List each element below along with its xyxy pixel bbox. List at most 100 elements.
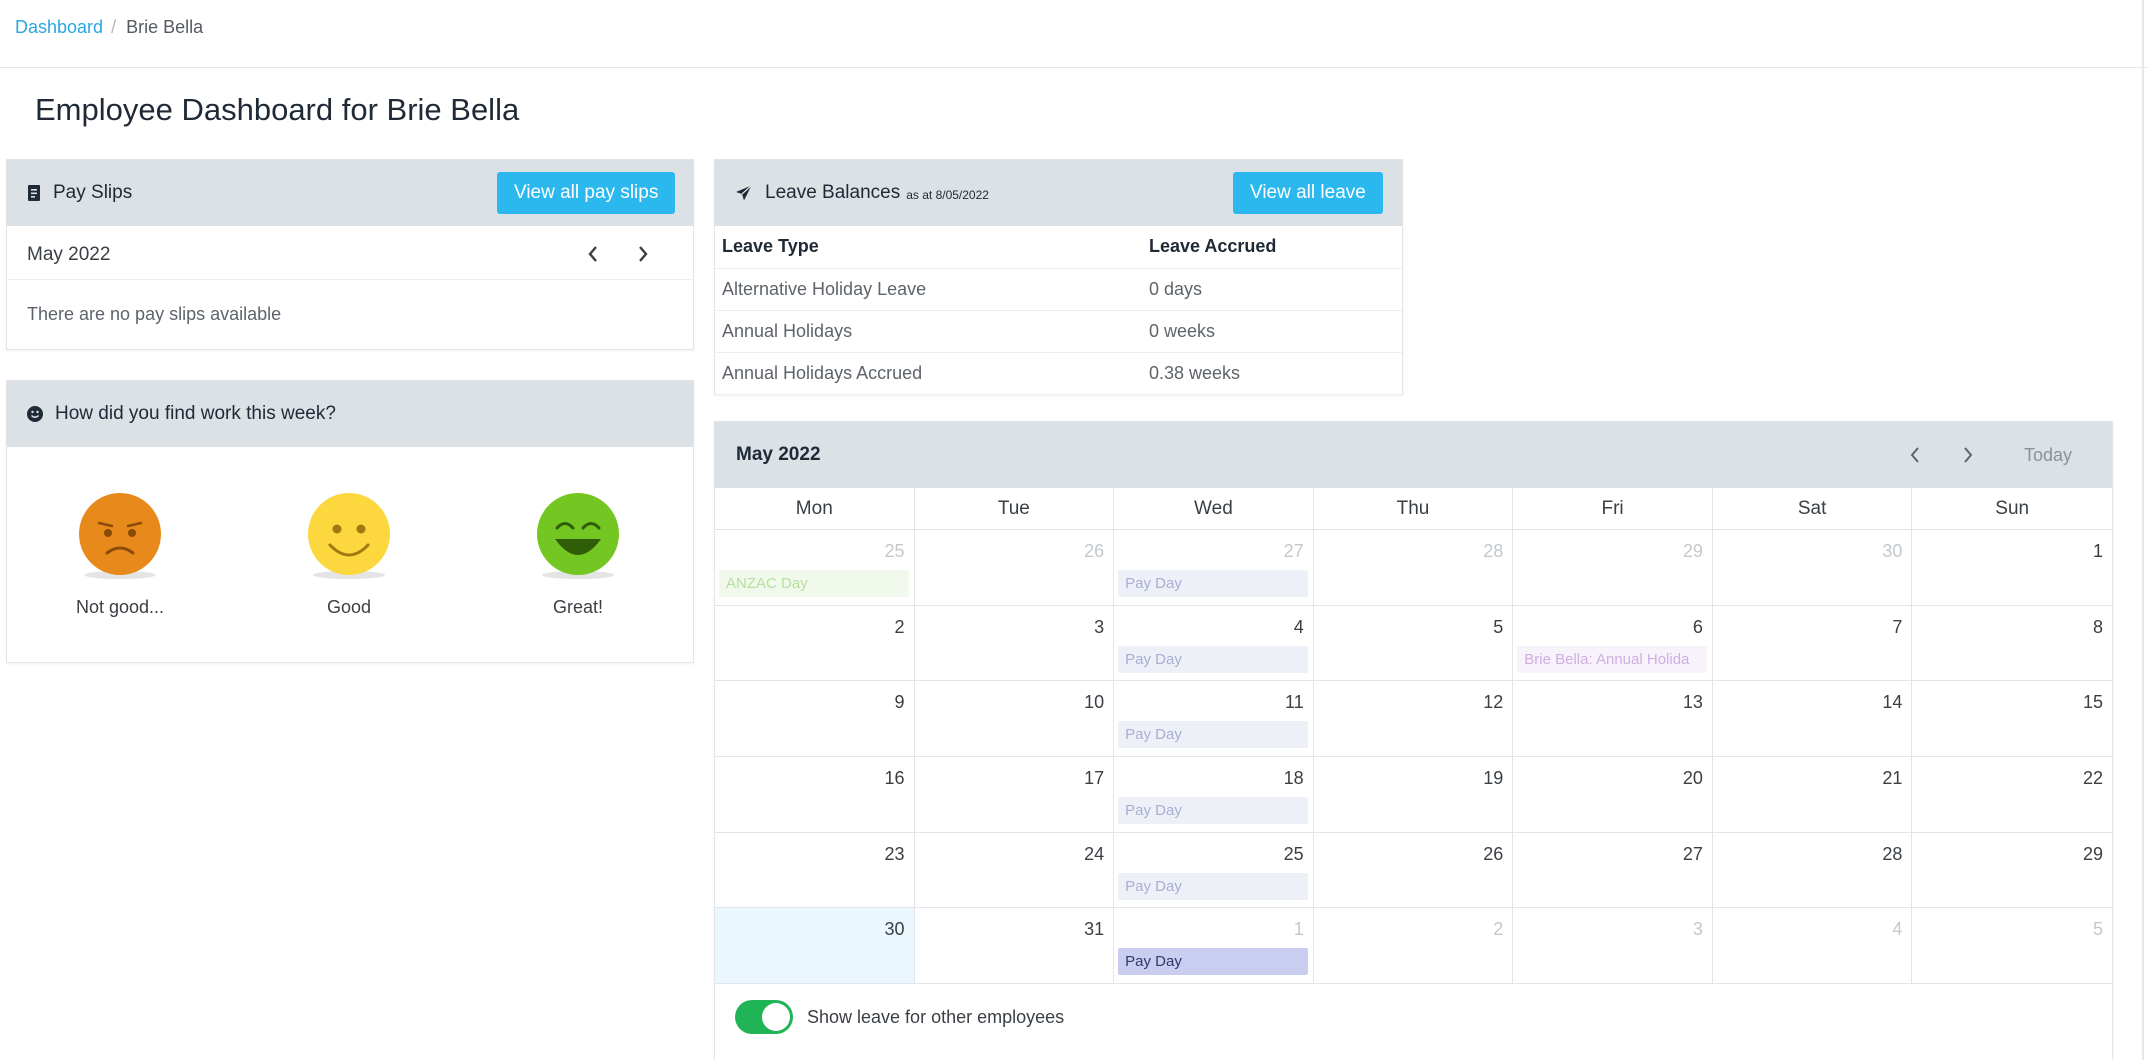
- calendar-event-pay[interactable]: Pay Day: [1118, 721, 1308, 749]
- calendar-header: May 2022 Today: [715, 422, 2112, 488]
- calendar-day[interactable]: 31: [915, 908, 1115, 984]
- calendar-day[interactable]: 12: [1314, 681, 1514, 757]
- calendar-prev-icon[interactable]: [1903, 443, 1927, 467]
- calendar-day[interactable]: 20: [1513, 757, 1713, 832]
- calendar-day[interactable]: 11 Pay Day: [1114, 681, 1314, 757]
- calendar-day[interactable]: 21: [1713, 757, 1913, 832]
- good-face-icon[interactable]: [306, 493, 392, 579]
- calendar-day[interactable]: 1: [1912, 530, 2112, 605]
- leave-table-header-row: Leave Type Leave Accrued: [715, 226, 1402, 269]
- calendar-day[interactable]: 16: [715, 757, 915, 832]
- table-row: Alternative Holiday Leave 0 days: [715, 268, 1402, 311]
- breadcrumb-dashboard-link[interactable]: Dashboard: [15, 17, 104, 37]
- view-all-leave-button[interactable]: View all leave: [1233, 172, 1383, 214]
- calendar-event-pay[interactable]: Pay Day: [1118, 797, 1308, 825]
- calendar-event-pay[interactable]: Pay Day: [1118, 872, 1308, 900]
- calendar-day[interactable]: 29: [1912, 833, 2112, 908]
- payslip-icon: [28, 185, 40, 201]
- calendar-event-pay[interactable]: Pay Day: [1118, 570, 1308, 597]
- day-number: 29: [1682, 541, 1703, 561]
- leave-balances-card: Leave Balances as at 8/05/2022 View all …: [714, 159, 1403, 395]
- day-number: 17: [1084, 768, 1105, 789]
- show-leave-toggle[interactable]: [735, 1000, 793, 1034]
- calendar-today-button[interactable]: Today: [2024, 444, 2073, 465]
- page-title: Employee Dashboard for Brie Bella: [35, 92, 520, 127]
- day-number: 10: [1084, 692, 1105, 713]
- calendar-day[interactable]: 28: [1713, 832, 1913, 908]
- calendar-day[interactable]: 10: [915, 681, 1115, 757]
- not-good-face-icon[interactable]: [77, 493, 163, 579]
- calendar-day[interactable]: 29: [1513, 530, 1713, 605]
- day-number: 30: [884, 919, 905, 940]
- day-number: 26: [1483, 843, 1504, 864]
- day-number: 28: [1483, 541, 1504, 561]
- calendar-day[interactable]: 26: [1314, 832, 1514, 908]
- calendar-event-leave[interactable]: Brie Bella: Annual Holida: [1517, 645, 1707, 673]
- calendar-day[interactable]: 27 Pay Day: [1114, 530, 1314, 605]
- calendar-day[interactable]: 15: [1912, 681, 2112, 756]
- day-number: 28: [1882, 843, 1903, 864]
- breadcrumb-current: Brie Bella: [126, 17, 204, 37]
- view-all-pay-slips-button[interactable]: View all pay slips: [497, 172, 676, 214]
- day-of-week-mon: Mon: [715, 488, 915, 529]
- weekly-mood-card: How did you find work this week? Not goo…: [6, 380, 694, 663]
- calendar-day[interactable]: 24: [915, 832, 1115, 908]
- day-number: 12: [1483, 692, 1504, 713]
- calendar-event-anzac[interactable]: ANZAC Day: [719, 570, 909, 597]
- day-number: 23: [884, 843, 905, 864]
- calendar-day[interactable]: 23: [715, 832, 915, 908]
- calendar-day[interactable]: 4: [1713, 908, 1913, 984]
- pay-slips-prev-icon[interactable]: [581, 242, 605, 266]
- good-label[interactable]: Good: [326, 597, 372, 617]
- calendar-day-today[interactable]: 30: [715, 908, 915, 984]
- not-good-label[interactable]: Not good...: [75, 597, 165, 617]
- day-number: 9: [894, 692, 905, 713]
- calendar-event-pay-active[interactable]: Pay Day: [1118, 948, 1308, 976]
- pay-slips-title: Pay Slips: [53, 182, 133, 203]
- calendar-day[interactable]: 30: [1713, 530, 1913, 605]
- calendar-day[interactable]: 22: [1912, 757, 2112, 832]
- day-number: 20: [1682, 768, 1703, 789]
- day-number: 5: [1493, 616, 1504, 637]
- calendar-day[interactable]: 26: [915, 530, 1115, 605]
- day-number: 26: [1084, 541, 1105, 561]
- calendar-day[interactable]: 8: [1912, 606, 2112, 681]
- calendar-month-title: May 2022: [736, 444, 821, 465]
- calendar-day[interactable]: 27: [1513, 832, 1713, 908]
- day-number: 4: [1293, 616, 1304, 637]
- calendar-day[interactable]: 13: [1513, 681, 1713, 757]
- great-face-icon[interactable]: [535, 493, 621, 579]
- calendar-day[interactable]: 18 Pay Day: [1114, 757, 1314, 832]
- leave-type-cell: Annual Holidays Accrued: [715, 352, 1142, 395]
- calendar-day[interactable]: 17: [915, 757, 1115, 832]
- mood-title: How did you find work this week?: [55, 403, 336, 424]
- day-number: 29: [2082, 843, 2103, 864]
- calendar-day[interactable]: 2: [1314, 908, 1514, 984]
- calendar-next-icon[interactable]: [1956, 443, 1980, 467]
- great-label[interactable]: Great!: [552, 597, 604, 617]
- day-number: 27: [1283, 541, 1304, 561]
- calendar-day[interactable]: 3: [915, 605, 1115, 681]
- calendar-day[interactable]: 3: [1513, 908, 1713, 984]
- calendar-day[interactable]: 25 ANZAC Day: [715, 530, 915, 605]
- day-number: 8: [2092, 616, 2103, 637]
- calendar-day[interactable]: 2: [715, 605, 915, 681]
- calendar-day[interactable]: 6 Brie Bella: Annual Holida: [1513, 605, 1713, 681]
- calendar-day[interactable]: 19: [1314, 757, 1514, 832]
- leave-balances-title: Leave Balances: [765, 182, 901, 203]
- pay-slips-header: Pay Slips View all pay slips: [7, 160, 693, 226]
- pay-slips-next-icon[interactable]: [631, 242, 655, 266]
- calendar-event-pay[interactable]: Pay Day: [1118, 645, 1308, 673]
- calendar-day[interactable]: 25 Pay Day: [1114, 832, 1314, 908]
- calendar-day[interactable]: 5: [1314, 605, 1514, 681]
- calendar-day[interactable]: 4 Pay Day: [1114, 605, 1314, 681]
- calendar-day[interactable]: 28: [1314, 530, 1514, 605]
- show-leave-toggle-row: Show leave for other employees: [735, 1000, 1064, 1034]
- breadcrumb: Dashboard / Brie Bella: [15, 17, 203, 38]
- calendar-day[interactable]: 14: [1713, 681, 1913, 757]
- calendar-day[interactable]: 5: [1912, 908, 2112, 983]
- calendar-day[interactable]: 9: [715, 681, 915, 757]
- day-number: 15: [2082, 692, 2103, 713]
- calendar-day[interactable]: 7: [1713, 605, 1913, 681]
- calendar-day[interactable]: 1 Pay Day: [1114, 908, 1314, 984]
